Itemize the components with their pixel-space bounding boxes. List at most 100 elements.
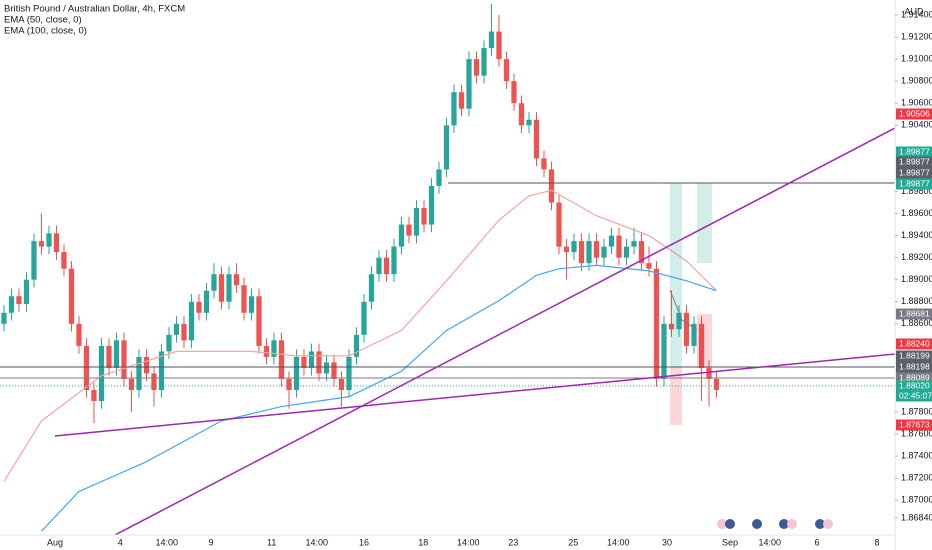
x-tick-label: Aug [47,537,63,547]
price-tag [896,146,932,158]
y-tick-label: 1.91400 [901,9,932,19]
price-tag [896,338,932,350]
candle-body [601,246,607,258]
candle-body [608,235,615,247]
candle-body [368,274,375,302]
price-tag [896,372,932,384]
candle-body [503,59,510,82]
price-tag [896,308,932,320]
candle-body [233,274,240,286]
price-tag-label: 1.88089 [899,372,930,382]
candle-body [488,31,495,49]
long-position-stop [670,368,682,425]
price-tag-label: 1.88240 [899,338,930,348]
candle-body [128,378,135,390]
candle-body [46,233,52,247]
x-tick-label: 14:00 [607,537,630,547]
event-icon [752,519,762,529]
event-icon [725,519,735,529]
candle-body [511,81,517,104]
event-icons [717,519,833,529]
candle-body [8,296,15,313]
candle-body [196,301,202,313]
x-tick-label: 18 [418,537,428,547]
y-tick-label: 1.87200 [901,473,932,483]
candle-body [293,356,300,390]
candle-body [383,257,390,275]
candle-body [683,312,690,346]
price-tag-label: 1.89877 [899,167,930,177]
y-tick-label: 1.90400 [901,120,932,130]
candle-body [121,340,127,379]
y-tick-label: 1.86840 [901,512,932,522]
candle-body [586,241,592,264]
price-tag-label: 1.89877 [899,178,930,188]
candle-body [68,268,75,324]
y-tick-label: 1.91000 [901,53,932,63]
candle-body [16,296,22,304]
indicator-label: EMA (100, close, 0) [4,26,87,37]
candle-body [211,274,217,291]
candle-body [286,378,292,390]
x-tick-label: Sep [722,537,738,547]
candle-body [136,356,142,390]
y-tick-label: 1.91200 [901,31,932,41]
candle-body [443,125,450,170]
price-tags: 1.905061.898771.898771.898771.898771.886… [896,108,932,431]
x-tick-label: 14:00 [155,537,178,547]
candle-body [91,390,97,402]
candle-body [451,92,457,126]
candle-body [578,241,585,264]
candle-body [203,290,210,313]
price-tag-label: 1.88020 [899,380,930,390]
candle-body [661,323,667,379]
x-tick-label: 14:00 [305,537,328,547]
price-tag [896,419,932,431]
long-position-target [697,183,712,263]
candle-body [713,378,720,390]
ema-line [3,189,717,482]
x-tick-label: 23 [508,537,518,547]
candle-body [631,241,637,247]
candle-body [308,351,315,368]
y-tick-label: 1.89800 [901,186,932,196]
y-tick-label: 1.87600 [901,428,932,438]
event-icon [779,519,789,529]
candle-body [173,323,180,335]
candle-body [548,169,555,203]
candle-body [113,340,120,368]
candle-body [271,340,277,357]
candle-body [691,323,697,346]
candle-body [496,31,502,60]
currency-label: AUD [904,6,924,16]
candle-body [398,224,405,247]
x-tick-label: 14:00 [457,537,480,547]
trend-line [114,127,896,536]
candle-body [256,296,262,346]
x-tick-label: 25 [568,537,578,547]
candle-body [263,345,270,357]
candle-body [518,103,525,126]
path-drawing [669,289,698,331]
y-tick-label: 1.88800 [901,296,932,306]
candle-body [436,169,442,186]
price-tag [896,361,932,373]
price-tag-label: 1.89877 [899,156,930,166]
candle-body [143,356,150,374]
candle-body [623,246,630,258]
chart-title: British Pound / Australian Dollar, 4h, F… [4,4,185,15]
candle-body [346,356,352,390]
candle-body [353,334,360,357]
y-tick-label: 1.87000 [901,495,932,505]
candle-body [646,263,652,269]
candle-body [151,373,157,390]
candle-body [361,301,367,335]
candle-body [571,241,577,253]
candle-body [616,235,622,258]
x-tick-label: 14:00 [758,537,781,547]
candle-body [31,241,37,280]
y-tick-label: 1.89200 [901,252,932,262]
price-tag-label: 1.88681 [899,308,930,318]
y-tick-label: 1.90800 [901,76,932,86]
candle-body [466,59,472,109]
